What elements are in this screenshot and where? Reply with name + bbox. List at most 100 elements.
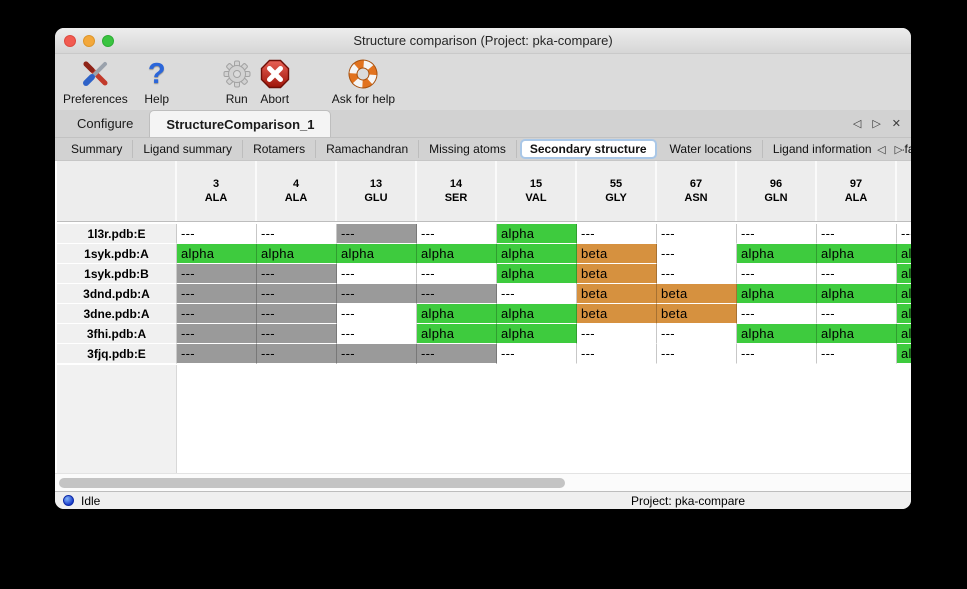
tab-rotamers[interactable]: Rotamers xyxy=(243,140,317,158)
table-cell[interactable]: alpha xyxy=(737,284,817,304)
table-cell[interactable]: --- xyxy=(737,304,817,324)
table-cell[interactable]: alpha xyxy=(337,244,417,264)
run-button[interactable]: Run xyxy=(220,57,254,106)
close-window-button[interactable] xyxy=(64,35,76,47)
table-cell[interactable]: beta xyxy=(577,304,657,324)
table-cell[interactable]: alpha xyxy=(497,304,577,324)
table-cell[interactable]: --- xyxy=(337,284,417,304)
table-cell[interactable]: alpha xyxy=(177,244,257,264)
table-cell[interactable]: alpha xyxy=(417,244,497,264)
table-cell[interactable]: --- xyxy=(657,324,737,344)
table-cell[interactable]: beta xyxy=(577,284,657,304)
table-cell[interactable]: --- xyxy=(817,224,897,244)
table-cell[interactable]: beta xyxy=(577,264,657,284)
table-cell[interactable]: --- xyxy=(177,224,257,244)
table-cell[interactable]: beta xyxy=(657,304,737,324)
table-cell[interactable]: alpha xyxy=(897,344,911,364)
subtab-scroll-right-icon[interactable]: ▷ xyxy=(894,142,903,156)
table-cell[interactable]: alpha xyxy=(497,244,577,264)
table-cell[interactable]: --- xyxy=(657,244,737,264)
preferences-button[interactable]: Preferences xyxy=(63,57,128,106)
tab-ligand-information[interactable]: Ligand information xyxy=(763,140,883,158)
table-cell[interactable]: --- xyxy=(657,344,737,364)
table-cell[interactable]: --- xyxy=(657,224,737,244)
table-cell[interactable]: --- xyxy=(177,344,257,364)
zoom-window-button[interactable] xyxy=(102,35,114,47)
table-cell[interactable]: --- xyxy=(257,324,337,344)
table-cell[interactable]: --- xyxy=(417,264,497,284)
table-cell[interactable]: --- xyxy=(737,344,817,364)
table-cell[interactable]: --- xyxy=(577,324,657,344)
table-cell[interactable]: --- xyxy=(177,284,257,304)
table-cell[interactable]: --- xyxy=(337,264,417,284)
table-cell[interactable]: alpha xyxy=(737,244,817,264)
table-cell[interactable]: --- xyxy=(737,264,817,284)
table-cell[interactable]: --- xyxy=(577,344,657,364)
table-row-3dne-pdb-a: 3dne.pdb:A --- --- --- alpha alpha beta beta ---… xyxy=(57,304,911,324)
table-cell[interactable]: beta xyxy=(577,244,657,264)
column-header-3: 3 ALA xyxy=(177,161,257,221)
ask-for-help-button[interactable]: Ask for help xyxy=(332,57,395,106)
tab-scroll-left-icon[interactable]: ◁ xyxy=(852,117,862,130)
table-cell[interactable]: alpha xyxy=(897,304,911,324)
table-cell[interactable]: --- xyxy=(337,344,417,364)
table-cell[interactable]: --- xyxy=(257,344,337,364)
table-cell[interactable]: --- xyxy=(177,304,257,324)
table-cell[interactable]: alpha xyxy=(737,324,817,344)
tab-water-locations[interactable]: Water locations xyxy=(660,140,763,158)
table-cell[interactable]: --- xyxy=(337,324,417,344)
column-header-15: 15 VAL xyxy=(497,161,577,221)
help-button[interactable]: ? Help xyxy=(140,57,174,106)
table-cell[interactable]: alpha xyxy=(817,284,897,304)
table-cell[interactable]: --- xyxy=(817,304,897,324)
table-cell[interactable]: --- xyxy=(897,224,911,244)
table-cell[interactable]: --- xyxy=(657,264,737,284)
table-cell[interactable]: alpha xyxy=(417,304,497,324)
table-cell[interactable]: --- xyxy=(417,284,497,304)
table-cell[interactable]: alpha xyxy=(897,264,911,284)
table-cell[interactable]: --- xyxy=(257,224,337,244)
table-cell[interactable]: --- xyxy=(497,284,577,304)
table-cell[interactable]: --- xyxy=(257,304,337,324)
table-cell[interactable]: --- xyxy=(577,224,657,244)
table-cell[interactable]: alpha xyxy=(497,324,577,344)
table-cell[interactable]: --- xyxy=(177,264,257,284)
abort-button[interactable]: Abort xyxy=(258,57,292,106)
horizontal-scrollbar-track[interactable] xyxy=(55,473,911,491)
table-cell[interactable]: --- xyxy=(817,344,897,364)
tab-scroll-right-icon[interactable]: ▷ xyxy=(872,117,881,130)
table-cell[interactable]: alpha xyxy=(897,244,911,264)
table-cell[interactable]: --- xyxy=(737,224,817,244)
table-cell[interactable]: --- xyxy=(417,224,497,244)
table-cell[interactable]: alpha xyxy=(417,324,497,344)
table-cell[interactable]: alpha xyxy=(257,244,337,264)
table-cell[interactable]: alpha xyxy=(817,244,897,264)
table-cell[interactable]: --- xyxy=(817,264,897,284)
tab-configure[interactable]: Configure xyxy=(77,116,134,131)
tab-summary[interactable]: Summary xyxy=(61,140,134,158)
table-cell[interactable]: --- xyxy=(177,324,257,344)
table-cell[interactable]: --- xyxy=(417,344,497,364)
tab-close-icon[interactable]: ✕ xyxy=(891,117,901,130)
subtab-scroll-left-icon[interactable]: ◁ xyxy=(877,142,886,156)
tab-structurecomparison-1[interactable]: StructureComparison_1 xyxy=(149,110,332,137)
table-cell[interactable]: --- xyxy=(497,344,577,364)
table-cell[interactable]: --- xyxy=(337,304,417,324)
table-cell[interactable]: beta xyxy=(657,284,737,304)
title-bar[interactable]: Structure comparison (Project: pka-compa… xyxy=(55,28,911,54)
table-cell[interactable]: alpha xyxy=(897,324,911,344)
sub-tab-bar: Summary Ligand summary Rotamers Ramachandra… xyxy=(55,138,911,161)
horizontal-scrollbar-thumb[interactable] xyxy=(59,478,565,488)
table-cell[interactable]: alpha xyxy=(897,284,911,304)
table-cell[interactable]: --- xyxy=(257,284,337,304)
table-cell[interactable]: alpha xyxy=(817,324,897,344)
tab-missing-atoms[interactable]: Missing atoms xyxy=(419,140,517,158)
tab-ramachandran[interactable]: Ramachandran xyxy=(316,140,420,158)
minimize-window-button[interactable] xyxy=(83,35,95,47)
table-cell[interactable]: --- xyxy=(337,224,417,244)
tab-ligand-summary[interactable]: Ligand summary xyxy=(133,140,244,158)
tab-secondary-structure[interactable]: Secondary structure xyxy=(519,139,657,159)
table-cell[interactable]: --- xyxy=(257,264,337,284)
table-cell[interactable]: alpha xyxy=(497,264,577,284)
table-cell[interactable]: alpha xyxy=(497,224,577,244)
